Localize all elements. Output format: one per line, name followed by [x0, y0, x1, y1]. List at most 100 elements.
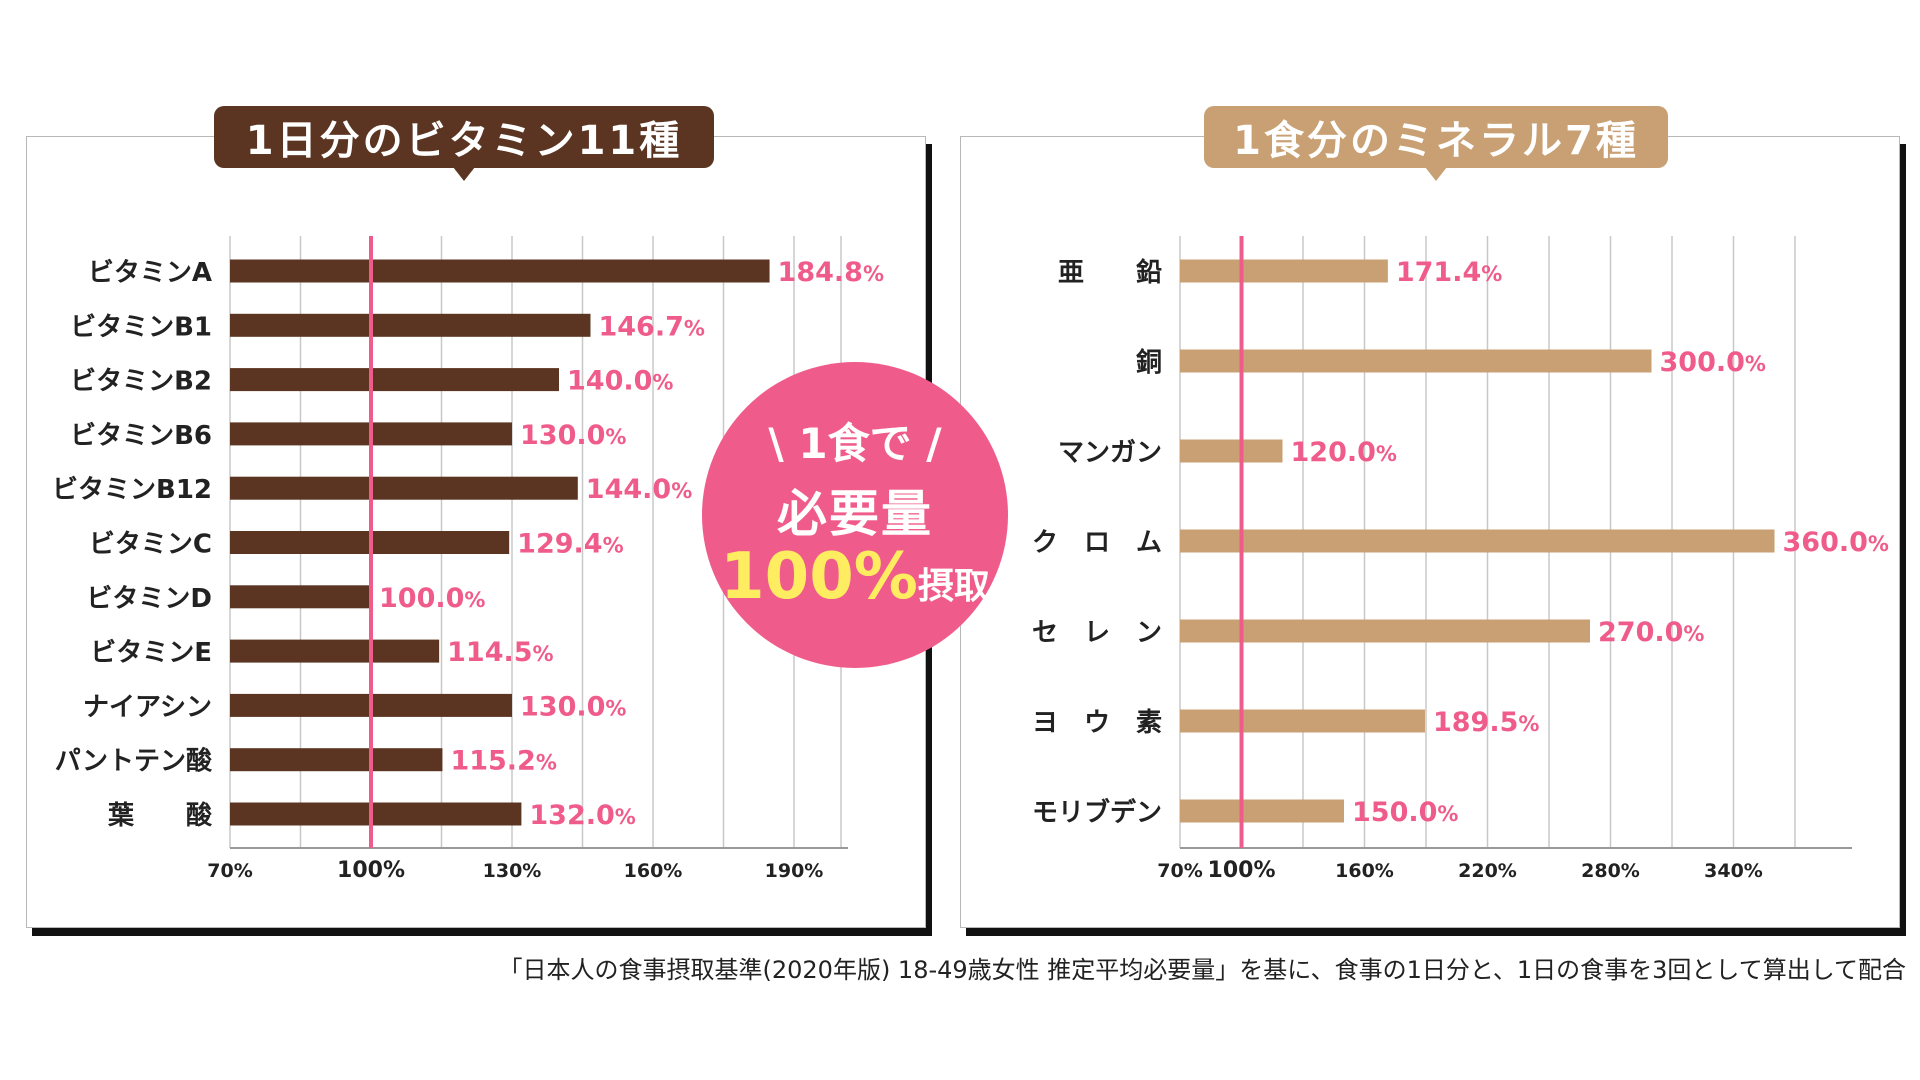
- mineral-tick-label: 280%: [1581, 860, 1640, 882]
- vitamin-value-percent: %: [603, 534, 624, 558]
- mineral-category-label: ク ロ ム: [1032, 528, 1162, 558]
- mineral-category-label: モリブデン: [1032, 797, 1162, 828]
- vitamin-value-label: 132.0%: [529, 800, 635, 831]
- mineral-chart-title: 1食分のミネラル7種: [1204, 106, 1668, 168]
- vitamin-value-percent: %: [652, 371, 673, 395]
- vitamin-category-label: ビタミンE: [90, 638, 212, 668]
- vitamin-title-tail: [453, 167, 475, 181]
- vitamin-category-label: ナイアシン: [83, 692, 212, 722]
- vitamin-value-percent: %: [684, 316, 705, 340]
- vitamin-category-label: ビタミンA: [88, 258, 212, 288]
- vitamin-value-percent: %: [863, 262, 884, 286]
- vitamin-value-percent: %: [671, 479, 692, 503]
- badge-percent: 100%: [720, 540, 918, 614]
- vitamin-value-percent: %: [536, 751, 557, 775]
- vitamin-bar: [230, 259, 770, 283]
- mineral-value-percent: %: [1518, 712, 1539, 736]
- mineral-value-percent: %: [1745, 352, 1766, 376]
- mineral-value-number: 300.0: [1660, 347, 1745, 378]
- vitamin-category-label: ビタミンB12: [52, 475, 212, 505]
- badge-intake: 摂取: [917, 566, 990, 607]
- mineral-value-number: 189.5: [1433, 707, 1518, 738]
- mineral-value-percent: %: [1868, 532, 1889, 556]
- vitamin-category-label: ビタミンC: [89, 530, 212, 560]
- vitamin-bar: [230, 748, 443, 772]
- mineral-category-label: 亜 鉛: [1058, 257, 1162, 288]
- vitamin-tick-label: 100%: [337, 858, 405, 883]
- vitamin-value-label: 115.2%: [450, 746, 556, 777]
- vitamin-value-label: 130.0%: [520, 420, 626, 451]
- vitamin-value-label: 100.0%: [379, 583, 485, 614]
- vitamin-bar: [230, 639, 440, 663]
- mineral-bar: [1180, 349, 1652, 373]
- vitamin-bar: [230, 368, 559, 392]
- mineral-tick-label: 220%: [1458, 860, 1517, 882]
- vitamin-value-label: 129.4%: [517, 529, 623, 560]
- mineral-value-number: 171.4: [1396, 257, 1481, 288]
- vitamin-tick-label: 160%: [624, 860, 683, 882]
- vitamin-value-number: 146.7: [598, 311, 683, 342]
- vitamin-value-percent: %: [615, 805, 636, 829]
- mineral-value-label: 189.5%: [1433, 707, 1539, 738]
- badge-line1: \ 1食で /: [768, 419, 942, 468]
- mineral-value-label: 171.4%: [1396, 257, 1502, 288]
- mineral-tick-label: 100%: [1208, 858, 1276, 883]
- vitamin-value-number: 129.4: [517, 529, 602, 560]
- intake-badge: \ 1食で / 必要量 100%摂取: [702, 362, 1008, 668]
- mineral-tick-label: 70%: [1157, 860, 1202, 882]
- mineral-value-label: 300.0%: [1660, 347, 1766, 378]
- mineral-bar: [1180, 799, 1344, 823]
- mineral-value-label: 270.0%: [1598, 617, 1704, 648]
- mineral-value-number: 150.0: [1352, 797, 1437, 828]
- badge-line2: 必要量: [777, 485, 933, 543]
- mineral-bar: [1180, 259, 1388, 283]
- vitamin-value-number: 130.0: [520, 420, 605, 451]
- vitamin-value-percent: %: [464, 588, 485, 612]
- vitamin-chart-title: 1日分のビタミン11種: [214, 106, 714, 168]
- mineral-value-number: 360.0: [1783, 527, 1868, 558]
- mineral-bar: [1180, 439, 1283, 463]
- vitamin-bar: [230, 476, 578, 500]
- vitamin-value-label: 130.0%: [520, 691, 626, 722]
- mineral-value-label: 120.0%: [1291, 437, 1397, 468]
- mineral-value-percent: %: [1481, 262, 1502, 286]
- vitamin-category-label: ビタミンD: [86, 584, 212, 614]
- mineral-bar: [1180, 529, 1775, 553]
- mineral-category-label: セ レ ン: [1032, 618, 1162, 648]
- vitamin-category-label: 葉 酸: [107, 801, 213, 831]
- vitamin-value-number: 130.0: [520, 691, 605, 722]
- vitamin-value-percent: %: [605, 696, 626, 720]
- vitamin-value-number: 132.0: [529, 800, 614, 831]
- vitamin-value-label: 184.8%: [778, 257, 884, 288]
- vitamin-value-number: 100.0: [379, 583, 464, 614]
- vitamin-bar: [230, 802, 522, 826]
- vitamin-value-percent: %: [533, 642, 554, 666]
- vitamin-category-label: パントテン酸: [55, 747, 213, 777]
- mineral-value-percent: %: [1437, 802, 1458, 826]
- mineral-category-label: 銅: [1136, 347, 1162, 378]
- badge-line3: 100%摂取: [702, 540, 1008, 614]
- vitamin-category-label: ビタミンB2: [70, 367, 212, 397]
- vitamin-tick-label: 130%: [483, 860, 542, 882]
- mineral-value-percent: %: [1376, 442, 1397, 466]
- mineral-tick-label: 160%: [1335, 860, 1394, 882]
- vitamin-value-number: 144.0: [586, 474, 671, 505]
- mineral-value-label: 150.0%: [1352, 797, 1458, 828]
- mineral-value-number: 270.0: [1598, 617, 1683, 648]
- vitamin-value-number: 115.2: [450, 746, 535, 777]
- mineral-category-label: ヨ ウ 素: [1032, 708, 1162, 738]
- vitamin-category-label: ビタミンB6: [70, 421, 212, 451]
- vitamin-value-number: 184.8: [778, 257, 863, 288]
- vitamin-value-label: 114.5%: [447, 637, 553, 668]
- vitamin-value-number: 114.5: [447, 637, 532, 668]
- vitamin-value-percent: %: [605, 425, 626, 449]
- vitamin-value-label: 144.0%: [586, 474, 692, 505]
- mineral-value-label: 360.0%: [1783, 527, 1889, 558]
- mineral-value-number: 120.0: [1291, 437, 1376, 468]
- vitamin-tick-label: 70%: [207, 860, 252, 882]
- mineral-value-percent: %: [1683, 622, 1704, 646]
- mineral-bar: [1180, 619, 1590, 643]
- mineral-category-label: マンガン: [1058, 438, 1162, 468]
